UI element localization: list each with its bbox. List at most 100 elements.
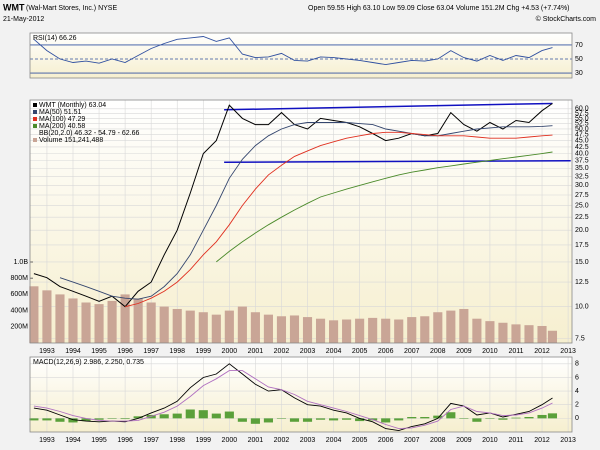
x-tick-label: 2013	[560, 437, 576, 444]
x-tick-label: 2010	[482, 348, 498, 355]
bar	[472, 418, 482, 422]
bar	[498, 418, 508, 420]
bar	[381, 318, 391, 343]
bar	[485, 321, 495, 343]
bar	[29, 286, 39, 343]
bar	[224, 310, 234, 343]
bar	[237, 418, 247, 422]
bar	[94, 304, 104, 343]
y-tick-label: 0	[575, 415, 579, 422]
y-tick-label: 45.0	[575, 137, 589, 144]
bar	[276, 316, 287, 343]
trendline	[224, 102, 553, 111]
legend-swatch	[33, 103, 37, 107]
x-tick-label: 1998	[169, 348, 185, 355]
bar	[394, 319, 404, 343]
x-tick-label: 2011	[508, 437, 523, 444]
line	[33, 370, 553, 430]
bar	[172, 308, 182, 343]
legend-label: MA(100) 47.29	[39, 116, 85, 123]
x-tick-label: 2003	[300, 437, 316, 444]
bar	[315, 418, 326, 420]
x-tick-label: 1995	[91, 437, 107, 444]
bar	[133, 298, 143, 343]
bar	[237, 306, 247, 343]
x-tick-label: 2009	[456, 348, 472, 355]
legend-swatch	[33, 138, 37, 142]
bar	[94, 418, 104, 420]
panel	[30, 357, 572, 432]
y-tick-label: 27.5	[575, 192, 589, 199]
y-tick-label: 42.5	[575, 144, 589, 151]
x-tick-label: 2002	[274, 437, 290, 444]
bar	[342, 418, 352, 420]
x-tick-label: 1994	[65, 348, 81, 355]
bar	[459, 308, 469, 343]
bar	[342, 319, 352, 343]
company-name: (Wal-Mart Stores, Inc.) NYSE	[26, 5, 117, 12]
bar	[524, 325, 534, 343]
bar	[420, 417, 430, 419]
bar	[289, 418, 300, 422]
annotation: BB(20,2.0) 46.32 - 54.79 - 62.66	[39, 130, 140, 137]
x-tick-label: 2005	[352, 348, 368, 355]
bar	[159, 306, 169, 343]
bar	[498, 322, 508, 343]
y-tick-label: 15.0	[575, 259, 589, 266]
y-tick-label: 4	[575, 388, 579, 395]
bar	[329, 320, 339, 343]
bar	[198, 410, 208, 419]
bar	[485, 418, 495, 419]
x-tick-label: 2006	[378, 348, 394, 355]
y-tick-label: 2	[575, 402, 579, 409]
bar	[263, 418, 273, 423]
x-tick-label: 2010	[482, 437, 498, 444]
legend-swatch	[33, 117, 37, 121]
x-tick-label: 2001	[248, 348, 264, 355]
y-tick-label: 55.0	[575, 115, 589, 122]
date: 21-May-2012	[3, 16, 44, 23]
x-tick-label: 2001	[248, 437, 264, 444]
y-tick-label: 12.5	[575, 279, 589, 286]
y-tick-label: 25.0	[575, 202, 589, 209]
x-tick-label: 1997	[143, 437, 159, 444]
bar	[381, 418, 391, 423]
bar	[81, 418, 91, 422]
x-tick-label: 2006	[378, 437, 394, 444]
bar	[302, 317, 313, 343]
bar	[107, 418, 117, 419]
x-tick-label: 1996	[117, 348, 133, 355]
bar	[146, 302, 156, 343]
trendline	[224, 159, 571, 163]
bar	[42, 290, 52, 343]
bar	[198, 312, 208, 343]
bar	[433, 415, 443, 419]
bar	[407, 317, 417, 343]
bar	[120, 294, 130, 343]
x-tick-label: 1999	[195, 348, 211, 355]
bar	[185, 310, 195, 343]
bar	[250, 312, 260, 343]
x-tick-label: 2007	[404, 437, 420, 444]
x-tick-label: 2009	[456, 437, 472, 444]
x-tick-label: 2004	[326, 348, 342, 355]
line	[33, 363, 553, 432]
line	[216, 151, 553, 263]
line	[59, 122, 553, 300]
y-tick-label: 52.5	[575, 120, 589, 127]
y-tick-label: 30	[575, 70, 583, 77]
y2-tick-label: 600M	[10, 291, 28, 298]
x-tick-label: 2003	[300, 348, 316, 355]
bar	[407, 417, 417, 419]
y-tick-label: 30.0	[575, 182, 589, 189]
y-tick-label: 50.0	[575, 126, 589, 133]
x-tick-label: 2013	[560, 348, 576, 355]
y-tick-label: 7.5	[575, 335, 585, 342]
bar	[120, 418, 130, 420]
panel-title: RSI(14) 66.26	[33, 35, 77, 42]
bar	[537, 325, 547, 343]
bar	[547, 330, 558, 343]
bar	[224, 411, 234, 419]
panel	[30, 33, 572, 78]
legend-swatch	[33, 110, 37, 114]
